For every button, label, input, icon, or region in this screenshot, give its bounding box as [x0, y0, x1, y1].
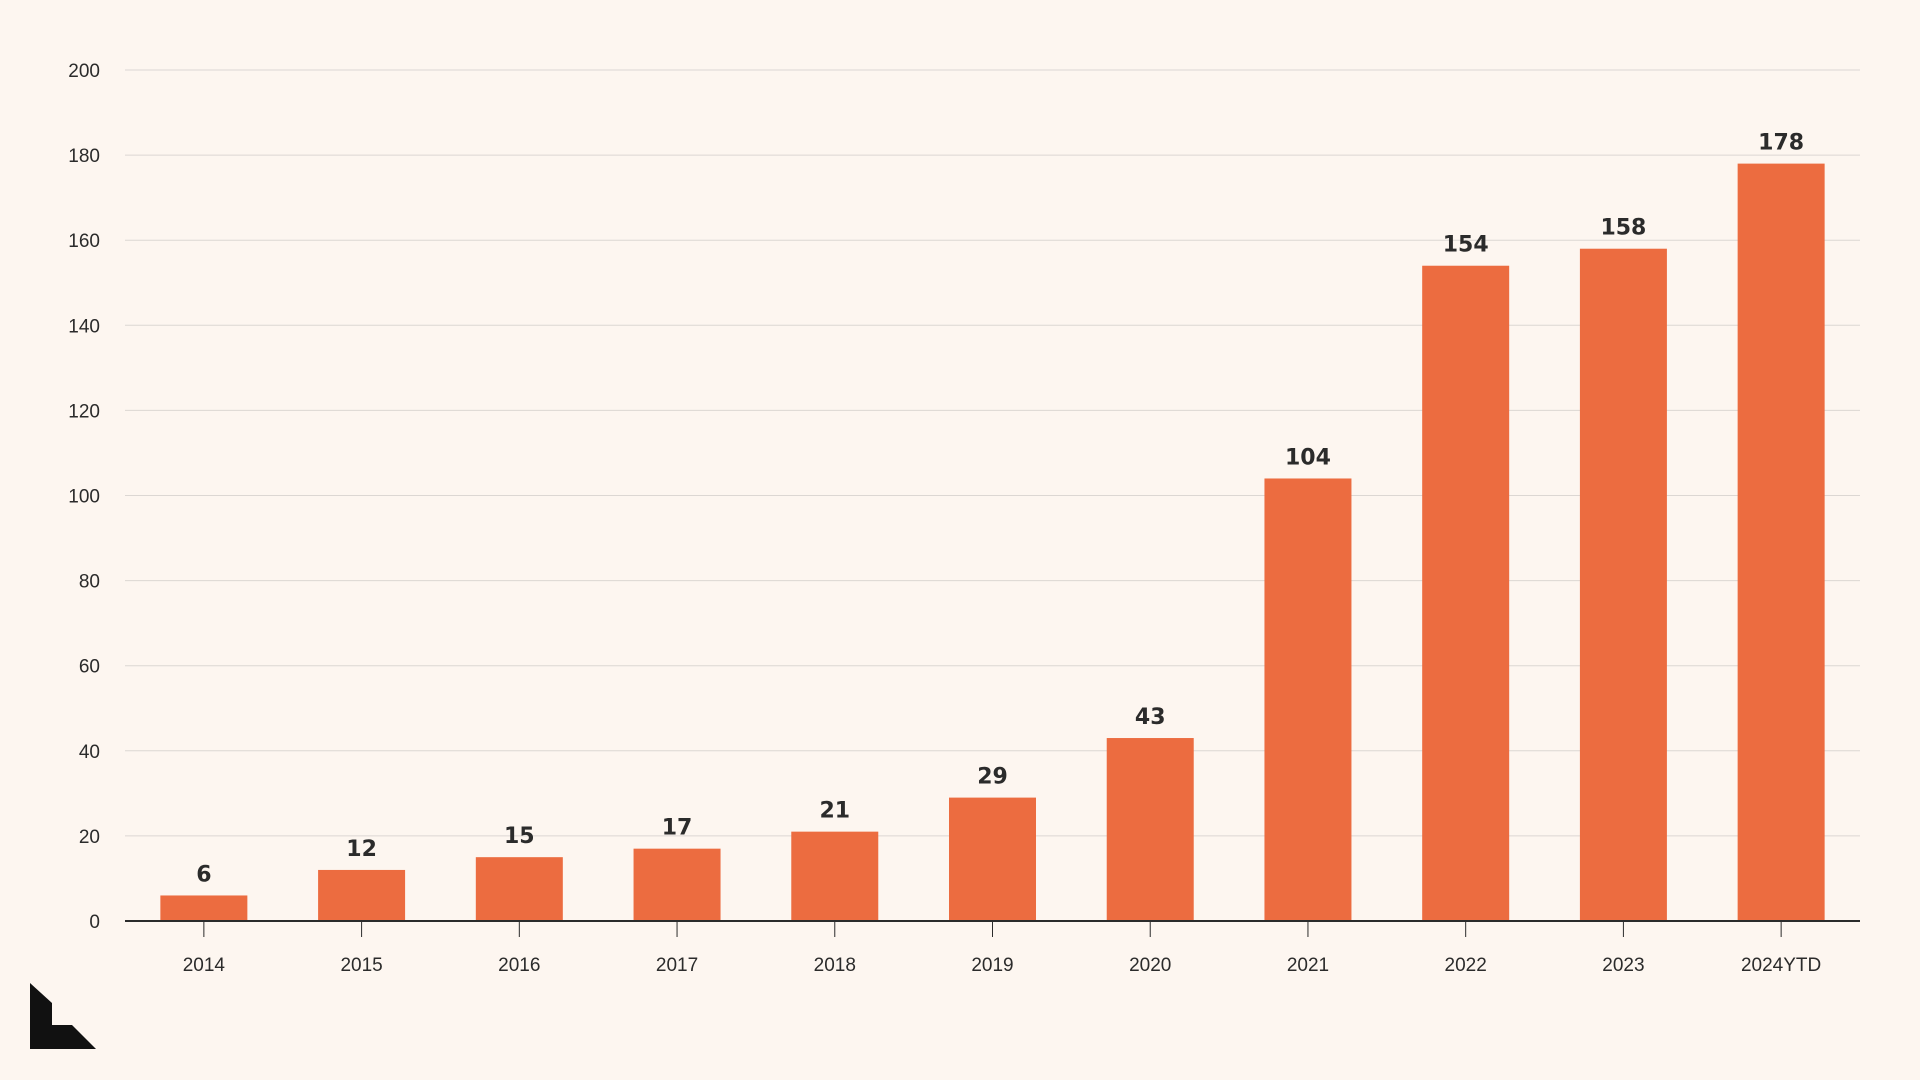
bar	[633, 848, 721, 921]
x-tick-label: 2018	[814, 955, 856, 976]
y-gridlines	[125, 69, 1860, 837]
data-label: 154	[1443, 233, 1489, 258]
data-label: 43	[1135, 705, 1166, 730]
x-tick-label: 2021	[1287, 955, 1329, 976]
bar	[160, 895, 248, 921]
bar	[318, 869, 406, 921]
data-label: 6	[196, 862, 211, 887]
y-tick-label: 160	[68, 231, 100, 252]
y-tick-label: 0	[89, 912, 100, 933]
data-label: 15	[504, 824, 535, 849]
y-tick-label: 60	[79, 657, 100, 678]
y-tick-label: 200	[68, 61, 100, 82]
y-tick-label: 180	[68, 146, 100, 167]
x-tick-label: 2022	[1445, 955, 1487, 976]
bar	[1422, 265, 1510, 922]
x-tick-label: 2016	[498, 955, 540, 976]
data-label: 178	[1758, 131, 1804, 156]
y-tick-label: 20	[79, 827, 100, 848]
x-tick-label: 2023	[1602, 955, 1644, 976]
y-tick-label: 40	[79, 742, 100, 763]
x-tick-label: 2020	[1129, 955, 1171, 976]
x-tick-label: 2015	[340, 955, 382, 976]
bar	[475, 857, 563, 921]
y-tick-label: 140	[68, 316, 100, 337]
bar	[1737, 163, 1825, 922]
data-label: 158	[1600, 216, 1646, 241]
bar	[949, 797, 1036, 921]
x-tick-label: 2024YTD	[1741, 955, 1821, 976]
x-tick-labels: 2014 2015 2016 2017 2018 2019 2020 2021 2022 2023…	[183, 955, 1822, 976]
bar	[791, 831, 879, 921]
y-tick-label: 100	[68, 487, 100, 508]
data-label: 29	[977, 765, 1008, 790]
y-tick-label: 80	[79, 572, 100, 593]
data-label: 104	[1285, 445, 1331, 470]
y-tick-label: 120	[68, 401, 100, 422]
logo-shape	[30, 983, 96, 1049]
brand-logo-icon	[30, 983, 96, 1049]
x-tick-label: 2019	[971, 955, 1013, 976]
bar	[1264, 478, 1352, 921]
data-label: 17	[662, 816, 693, 841]
x-tick-label: 2017	[656, 955, 698, 976]
y-tick-labels: 0 20 40 60 80 100 120 140 160 180 200	[68, 61, 100, 933]
data-label: 21	[819, 799, 850, 824]
x-axis	[125, 920, 1860, 937]
bar	[1579, 248, 1667, 921]
bar	[1106, 738, 1194, 921]
data-labels: 6 12 15 17 21 29 43 104 154 158 178	[196, 131, 1804, 888]
data-label: 12	[346, 837, 377, 862]
x-tick-label: 2014	[183, 955, 226, 976]
bars	[160, 163, 1825, 922]
